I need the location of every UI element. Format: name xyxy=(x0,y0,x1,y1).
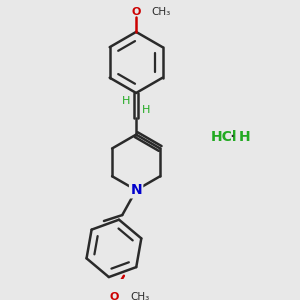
Text: H: H xyxy=(122,96,130,106)
Text: O: O xyxy=(110,292,119,300)
Text: CH₃: CH₃ xyxy=(131,292,150,300)
Text: H: H xyxy=(239,130,250,144)
Text: HCl: HCl xyxy=(211,130,238,144)
Text: CH₃: CH₃ xyxy=(152,7,171,17)
Text: N: N xyxy=(130,183,142,197)
Text: H: H xyxy=(142,105,150,115)
Text: O: O xyxy=(131,7,141,17)
Text: ·: · xyxy=(229,128,235,146)
